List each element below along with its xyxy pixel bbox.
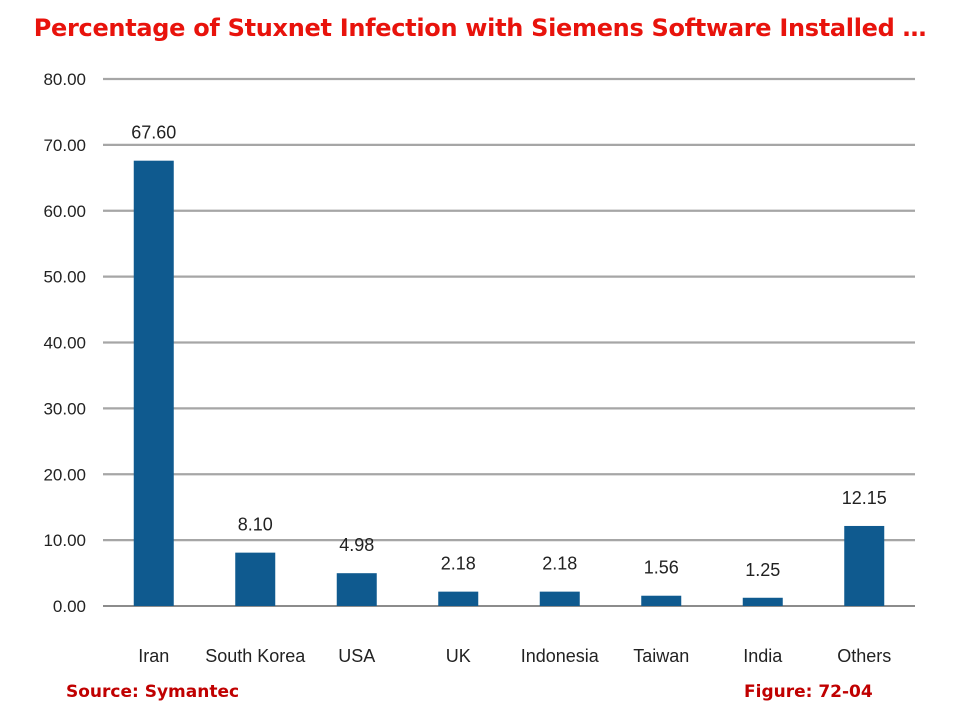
data-label: 2.18 [542,554,577,574]
bar [539,591,580,606]
figure-number: Figure: 72-04 [744,682,873,702]
bar [235,552,276,606]
y-tick-label: 0.00 [53,597,86,616]
data-label: 12.15 [842,488,887,508]
data-label: 2.18 [441,554,476,574]
bar [133,160,174,606]
bar [438,591,479,606]
data-label: 67.60 [131,123,176,143]
data-labels: 67.60 8.10 4.98 2.18 2.18 1.56 1.25 12.15 [131,123,887,580]
source-note: Source: Symantec [66,682,240,702]
y-tick-label: 80.00 [43,70,86,89]
y-tick-label: 30.00 [43,399,86,418]
x-axis-tick-labels: Iran South Korea USA UK Indonesia Taiwan India… [138,646,891,666]
y-tick-label: 60.00 [43,202,86,221]
bar [641,595,682,606]
data-label: 1.56 [644,558,679,578]
x-tick-label: UK [446,646,471,666]
y-tick-label: 20.00 [43,465,86,484]
x-tick-label: India [743,646,783,666]
bar [336,573,377,606]
bars [133,160,885,606]
x-tick-label: USA [338,646,375,666]
data-label: 8.10 [238,515,273,535]
x-tick-label: Taiwan [633,646,689,666]
y-tick-label: 40.00 [43,334,86,353]
x-tick-label: Indonesia [521,646,600,666]
y-axis-tick-labels: 0.00 10.00 20.00 30.00 40.00 50.00 60.00 70.00 8… [43,70,86,616]
data-label: 1.25 [745,560,780,580]
x-tick-label: South Korea [205,646,306,666]
bar [742,597,783,606]
y-tick-label: 70.00 [43,136,86,155]
x-tick-label: Iran [138,646,169,666]
chart-title: Percentage of Stuxnet Infection with Sie… [33,14,927,42]
y-tick-label: 10.00 [43,531,86,550]
y-tick-label: 50.00 [43,268,86,287]
bar [844,525,885,606]
gridlines [103,77,915,607]
x-tick-label: Others [837,646,891,666]
data-label: 4.98 [339,535,374,555]
